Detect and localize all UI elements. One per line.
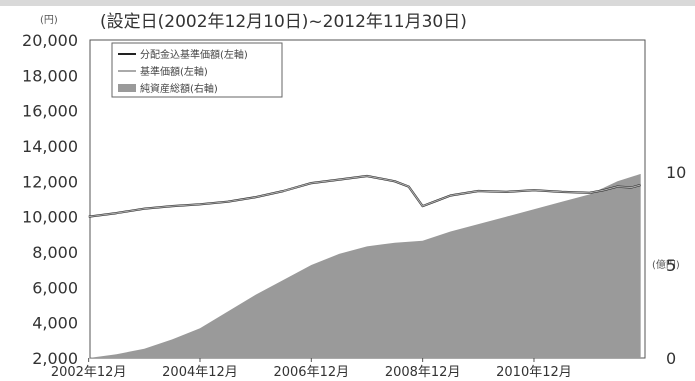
x-axis-tick-label: 2004年12月 [162,365,238,380]
legend-box [111,42,283,98]
series-net-assets-area [88,173,641,358]
series-nav-line [88,175,641,218]
left-axis-unit: (円) [40,15,58,26]
right-axis-tick-label: 5 [666,256,676,275]
legend-label-net-assets: 純資産総額(右軸) [140,82,218,95]
right-axis-tick-label: 10 [666,163,686,182]
x-axis-tick-label: 2002年12月 [51,365,127,380]
left-axis-tick-label: 8,000 [32,243,78,262]
left-axis-ticks: 20,000 18,000 16,000 14,000 12,000 10,000 8,00… [22,31,78,368]
right-axis-unit: (億円) [652,258,680,271]
right-axis-ticks: 10 5 0 [666,163,686,368]
legend: 分配金込基準価額(左軸) 基準価額(左軸) 純資産総額(右軸) [111,42,283,98]
legend-swatch-net-assets [118,84,136,92]
line-layer [88,174,641,218]
left-axis-tick-label: 18,000 [22,66,78,85]
x-axis-tick-label: 2006年12月 [273,365,349,380]
left-axis-tick-label: 4,000 [32,314,78,333]
legend-label-nav-with-dividends: 分配金込基準価額(左軸) [140,48,248,61]
left-axis-tick-label: 6,000 [32,278,78,297]
top-stripe [0,0,695,6]
x-axis-tick-label: 2008年12月 [385,365,461,380]
chart-title: (設定日(2002年12月10日)~2012年11月30日) [100,12,467,32]
right-axis-tick-label: 0 [666,349,676,368]
left-axis-tick-label: 12,000 [22,172,78,191]
x-axis-tick-label: 2010年12月 [496,365,572,380]
legend-label-nav: 基準価額(左軸) [140,65,208,78]
left-axis-tick-label: 14,000 [22,137,78,156]
left-axis-tick-label: 2,000 [32,349,78,368]
plot-area [88,39,646,359]
x-axis-ticks: 2002年12月 2004年12月 2006年12月 2008年12月 2010年12月 [51,358,572,380]
left-axis-tick-label: 10,000 [22,208,78,227]
area-layer [88,173,641,358]
left-axis-tick-label: 16,000 [22,102,78,121]
left-axis-tick-label: 20,000 [22,31,78,50]
